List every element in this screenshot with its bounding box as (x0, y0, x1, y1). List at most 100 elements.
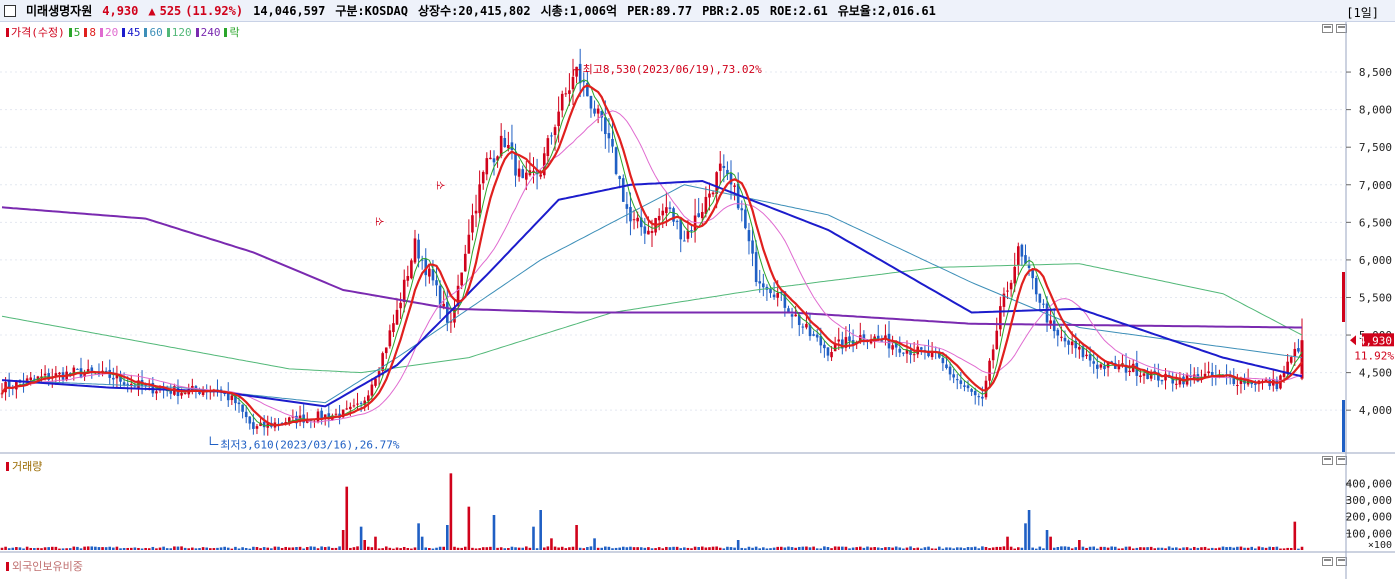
volume-bar[interactable] (596, 547, 600, 550)
volume-bar[interactable] (1275, 546, 1279, 550)
candle-body[interactable] (1178, 377, 1182, 385)
candle-body[interactable] (1042, 303, 1045, 305)
candle-body[interactable] (428, 268, 431, 277)
volume-bar[interactable] (420, 536, 424, 550)
volume-bar[interactable] (600, 547, 604, 550)
candle-body[interactable] (973, 390, 977, 396)
volume-bar[interactable] (884, 547, 887, 550)
volume-bar[interactable] (1081, 546, 1085, 550)
candle-body[interactable] (244, 411, 248, 418)
volume-bar[interactable] (29, 547, 33, 550)
candle-body[interactable] (1078, 346, 1081, 350)
volume-bar[interactable] (266, 547, 270, 550)
candle-body[interactable] (639, 217, 643, 228)
candle-body[interactable] (747, 230, 751, 242)
volume-bar[interactable] (614, 547, 618, 550)
volume-bar[interactable] (295, 547, 298, 550)
candle-body[interactable] (1081, 346, 1085, 358)
volume-bar[interactable] (1002, 546, 1006, 550)
volume-bar[interactable] (963, 548, 966, 550)
candle-body[interactable] (744, 209, 747, 229)
volume-bar[interactable] (1045, 530, 1049, 550)
volume-bar[interactable] (140, 548, 144, 550)
volume-bar[interactable] (97, 547, 101, 550)
candle-body[interactable] (668, 207, 672, 209)
volume-bar[interactable] (1070, 548, 1074, 550)
volume-bar[interactable] (1160, 547, 1164, 550)
volume-bar[interactable] (431, 548, 435, 550)
candle-body[interactable] (86, 369, 90, 373)
foreign-minimize-button[interactable] (1322, 557, 1333, 566)
candle-body[interactable] (112, 377, 115, 380)
candle-body[interactable] (1286, 361, 1289, 374)
candle-body[interactable] (413, 238, 417, 263)
candle-body[interactable] (234, 394, 237, 404)
candle-body[interactable] (830, 351, 833, 358)
candle-body[interactable] (801, 326, 805, 328)
volume-bar[interactable] (690, 548, 693, 550)
volume-bar[interactable] (1085, 547, 1088, 550)
volume-bar[interactable] (280, 547, 284, 550)
volume-bar[interactable] (618, 547, 621, 550)
candle-body[interactable] (650, 231, 654, 233)
candle-body[interactable] (711, 192, 715, 195)
volume-bar[interactable] (665, 546, 668, 550)
volume-bar[interactable] (456, 547, 460, 550)
candle-body[interactable] (525, 172, 528, 180)
volume-bar[interactable] (693, 546, 697, 550)
volume-bar[interactable] (909, 546, 912, 550)
candle-body[interactable] (438, 285, 442, 308)
candle-body[interactable] (1063, 337, 1067, 342)
volume-bar[interactable] (1297, 548, 1300, 550)
volume-bar[interactable] (1124, 546, 1128, 550)
candle-body[interactable] (776, 292, 779, 298)
candle-body[interactable] (862, 334, 866, 340)
candle-body[interactable] (1239, 378, 1243, 384)
volume-bar[interactable] (647, 547, 650, 550)
candle-body[interactable] (891, 345, 894, 350)
volume-bar[interactable] (1042, 548, 1045, 550)
legend-fall[interactable]: 락 (224, 24, 240, 40)
candle-body[interactable] (1297, 348, 1300, 352)
volume-bar[interactable] (708, 547, 711, 550)
volume-bar[interactable] (542, 547, 546, 550)
volume-bar[interactable] (133, 547, 137, 550)
volume-bar[interactable] (478, 548, 481, 550)
candle-body[interactable] (1006, 290, 1009, 292)
candle-body[interactable] (589, 95, 593, 109)
volume-bar[interactable] (700, 546, 704, 550)
volume-bar[interactable] (270, 548, 273, 550)
volume-bar[interactable] (417, 523, 420, 550)
volume-bar[interactable] (948, 547, 952, 550)
volume-bar[interactable] (532, 526, 535, 550)
candle-body[interactable] (341, 409, 345, 418)
candle-body[interactable] (1142, 373, 1146, 376)
volume-bar[interactable] (535, 548, 539, 550)
volume-bar[interactable] (165, 548, 169, 550)
volume-bar[interactable] (790, 547, 794, 550)
candle-body[interactable] (22, 383, 25, 385)
volume-bar[interactable] (1239, 546, 1243, 550)
candle-body[interactable] (323, 414, 327, 419)
volume-bar[interactable] (661, 548, 665, 550)
candle-body[interactable] (295, 415, 298, 424)
candle-body[interactable] (722, 165, 726, 168)
volume-bar[interactable] (740, 547, 744, 550)
volume-bar[interactable] (668, 547, 672, 550)
volume-bar[interactable] (977, 548, 981, 550)
legend-ma20[interactable]: 20 (99, 26, 118, 39)
volume-bar[interactable] (65, 548, 68, 550)
candle-body[interactable] (97, 372, 101, 375)
volume-bar[interactable] (819, 548, 823, 550)
volume-bar[interactable] (521, 547, 525, 550)
volume-bar[interactable] (212, 548, 216, 550)
candle-body[interactable] (636, 217, 639, 222)
volume-bar[interactable] (474, 548, 478, 550)
candle-body[interactable] (679, 219, 683, 240)
volume-bar[interactable] (101, 547, 104, 550)
candle-body[interactable] (1074, 340, 1078, 349)
legend-ma5[interactable]: 5 (68, 26, 80, 39)
volume-bar[interactable] (1121, 548, 1124, 550)
candle-body[interactable] (704, 196, 708, 214)
volume-bar[interactable] (1182, 547, 1185, 550)
